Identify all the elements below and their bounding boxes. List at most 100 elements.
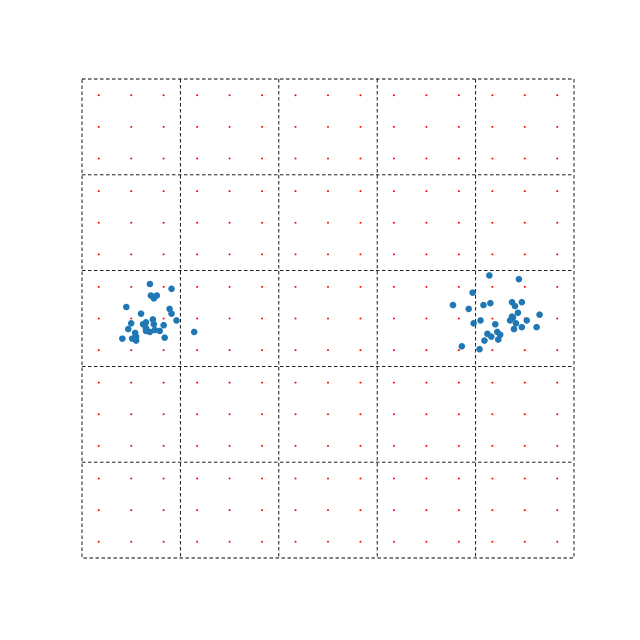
grid-marker	[523, 285, 526, 288]
grid-marker	[556, 317, 559, 320]
grid-marker	[425, 540, 428, 543]
grid-marker	[261, 381, 264, 384]
grid-marker	[162, 221, 165, 224]
scatter-point	[132, 337, 140, 344]
grid-marker	[392, 253, 395, 256]
grid-marker	[130, 94, 133, 97]
grid-marker	[228, 125, 231, 128]
grid-marker	[359, 540, 362, 543]
grid-marker	[327, 317, 329, 320]
grid-marker	[523, 221, 526, 224]
grid-marker	[327, 285, 329, 288]
grid-marker	[327, 253, 329, 256]
grid-marker	[196, 381, 199, 384]
grid-marker	[556, 444, 559, 447]
grid-marker	[196, 94, 199, 97]
grid-marker	[491, 509, 494, 512]
grid-marker	[556, 477, 559, 480]
grid-marker	[261, 285, 264, 288]
grid-marker	[457, 221, 460, 224]
grid-marker	[261, 253, 264, 256]
scatter-point	[127, 319, 135, 327]
grid-marker	[457, 94, 460, 97]
grid-marker	[228, 413, 231, 416]
grid-marker	[392, 477, 395, 480]
scatter-point	[161, 334, 168, 341]
grid-marker	[294, 221, 297, 224]
grid-marker	[294, 381, 297, 384]
grid-marker	[97, 317, 100, 320]
grid-marker	[491, 253, 494, 256]
grid-marker	[327, 509, 329, 512]
scatter-point	[173, 317, 180, 324]
grid-marker	[228, 349, 231, 352]
grid-marker	[425, 253, 428, 256]
grid-marker	[425, 317, 428, 320]
grid-marker	[294, 540, 297, 543]
grid-marker	[261, 413, 264, 416]
grid-marker	[556, 190, 559, 193]
plot-frame	[81, 78, 575, 559]
grid-marker	[294, 253, 297, 256]
grid-marker	[392, 509, 395, 512]
grid-marker	[556, 381, 559, 384]
grid-marker	[130, 253, 133, 256]
grid-marker	[196, 540, 199, 543]
grid-marker	[228, 477, 231, 480]
grid-marker	[523, 413, 526, 416]
grid-marker	[130, 125, 133, 128]
data-points-layer	[119, 272, 543, 353]
grid-marker	[457, 253, 460, 256]
grid-marker	[359, 125, 362, 128]
grid-marker	[392, 540, 395, 543]
grid-marker	[130, 317, 133, 320]
grid-marker	[130, 477, 133, 480]
grid-marker	[491, 540, 494, 543]
grid-marker	[228, 190, 231, 193]
grid-marker	[491, 157, 494, 160]
grid-marker	[162, 381, 165, 384]
scatter-point	[514, 309, 522, 317]
grid-marker	[491, 317, 494, 320]
grid-marker	[556, 349, 559, 352]
scatter-point	[131, 329, 139, 337]
grid-marker	[130, 509, 133, 512]
grid-marker	[359, 349, 362, 352]
grid-marker	[294, 157, 297, 160]
scatter-point	[124, 325, 132, 333]
grid-marker	[425, 221, 428, 224]
scatter-point	[508, 313, 516, 320]
scatter-point	[487, 299, 494, 307]
scatter-point	[449, 301, 457, 309]
grid-marker	[491, 413, 494, 416]
grid-marker	[327, 125, 329, 128]
grid-marker	[97, 157, 100, 160]
grid-marker	[130, 157, 133, 160]
scatter-point	[142, 327, 150, 335]
grid-marker	[425, 190, 428, 193]
grid-marker	[327, 221, 329, 224]
grid-marker	[556, 540, 559, 543]
grid-marker	[425, 381, 428, 384]
grid-marker	[162, 94, 165, 97]
grid-marker	[294, 444, 297, 447]
grid-marker	[97, 509, 100, 512]
grid-marker	[261, 317, 264, 320]
grid-marker	[327, 157, 329, 160]
grid-marker	[261, 444, 264, 447]
grid-marker	[457, 317, 460, 320]
grid-marker	[130, 381, 133, 384]
grid-marker	[425, 125, 428, 128]
grid-marker	[392, 94, 395, 97]
grid-marker	[162, 413, 165, 416]
grid-marker	[457, 285, 460, 288]
grid-marker	[457, 477, 460, 480]
grid-marker	[425, 349, 428, 352]
grid-marker	[228, 444, 231, 447]
grid-marker	[425, 94, 428, 97]
grid-marker	[130, 285, 133, 288]
grid-marker	[556, 509, 559, 512]
grid-marker	[196, 125, 199, 128]
scatter-point	[470, 319, 477, 327]
grid-marker	[130, 190, 133, 193]
